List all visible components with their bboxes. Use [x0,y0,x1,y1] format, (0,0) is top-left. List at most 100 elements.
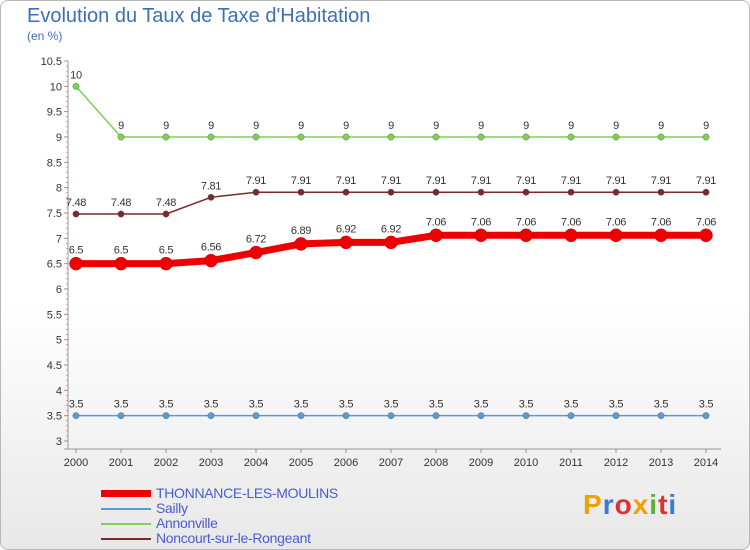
data-label: 7.91 [246,175,266,187]
data-label: 3.5 [114,399,129,411]
data-point [387,133,395,141]
data-label: 9 [568,120,574,132]
legend-swatch [101,490,151,497]
data-label: 9 [163,120,169,132]
logo-letter: i [668,489,678,520]
x-tick-label: 2012 [604,457,628,469]
data-label: 3.5 [69,399,84,411]
data-point [702,188,710,196]
data-point [567,133,575,141]
x-tick-label: 2008 [424,457,448,469]
data-label: 3.5 [204,399,219,411]
data-label: 7.91 [606,175,626,187]
y-tick-label: 8 [56,183,62,195]
data-label: 9 [118,120,124,132]
data-point [522,412,530,420]
x-tick-label: 2002 [154,457,178,469]
data-point [612,188,620,196]
chart-unit: (en %) [27,29,63,43]
data-label: 7.91 [291,175,311,187]
data-label: 7.91 [561,175,581,187]
legend-label: Sailly [156,500,188,516]
data-point [342,133,350,141]
data-point [522,188,530,196]
data-point [297,412,305,420]
data-label: 6.5 [114,245,129,257]
data-label: 3.5 [294,399,309,411]
data-label: 7.91 [336,175,356,187]
data-label: 7.06 [696,216,716,228]
x-tick-label: 2006 [334,457,358,469]
data-label: 7.91 [696,175,716,187]
data-label: 7.06 [426,216,446,228]
y-tick-label: 6.5 [47,259,62,271]
y-tick-label: 10.5 [41,56,62,68]
data-point [114,256,128,271]
data-point [657,188,665,196]
data-point [162,210,170,218]
data-label: 7.06 [606,216,626,228]
y-tick-label: 7.5 [47,208,62,220]
data-point [432,133,440,141]
data-label: 9 [208,120,214,132]
data-label: 9 [478,120,484,132]
data-label: 7.48 [111,197,131,209]
data-label: 9 [703,120,709,132]
data-point [72,210,80,218]
logo-letter: o [614,489,633,520]
data-label: 7.91 [471,175,491,187]
data-label: 9 [343,120,349,132]
data-label: 6.56 [201,242,221,254]
data-point [564,228,578,243]
y-tick-label: 7 [56,233,62,245]
data-point [117,133,125,141]
legend-swatch [101,508,151,510]
data-label: 9 [613,120,619,132]
data-label: 3.5 [654,399,669,411]
data-point [252,133,260,141]
data-label: 6.72 [246,234,266,246]
data-point [387,188,395,196]
data-label: 3.5 [609,399,624,411]
legend-swatch [101,523,151,525]
y-tick-label: 9.5 [47,107,62,119]
y-tick-label: 8.5 [47,157,62,169]
data-point [252,412,260,420]
data-label: 7.81 [201,180,221,192]
data-point [702,412,710,420]
data-label: 3.5 [429,399,444,411]
data-label: 7.06 [516,216,536,228]
data-label: 7.06 [561,216,581,228]
x-tick-label: 2013 [649,457,673,469]
data-point [384,235,398,250]
logo-letter: i [649,489,659,520]
data-point [432,188,440,196]
chart-title: Evolution du Taux de Taxe d'Habitation [27,5,371,27]
data-point [207,133,215,141]
data-point [69,256,83,271]
data-point [657,133,665,141]
y-tick-label: 3 [56,436,62,448]
data-point [297,133,305,141]
data-label: 9 [253,120,259,132]
data-point [339,235,353,250]
x-tick-label: 2010 [514,457,538,469]
data-label: 3.5 [564,399,579,411]
data-label: 3.5 [699,399,714,411]
data-point [117,412,125,420]
x-tick-label: 2009 [469,457,493,469]
x-tick-label: 2001 [109,457,133,469]
data-label: 6.92 [381,223,401,235]
y-tick-label: 5.5 [47,309,62,321]
proxiti-logo: Proxiti [583,489,677,521]
data-point [294,237,308,251]
data-label: 9 [658,120,664,132]
legend-label: THONNANCE-LES-MOULINS [156,485,338,501]
data-label: 3.5 [474,399,489,411]
data-label: 7.06 [471,216,491,228]
data-label: 10 [70,69,82,81]
data-label: 6.92 [336,223,356,235]
x-tick-label: 2004 [244,457,268,469]
data-point [699,228,713,243]
